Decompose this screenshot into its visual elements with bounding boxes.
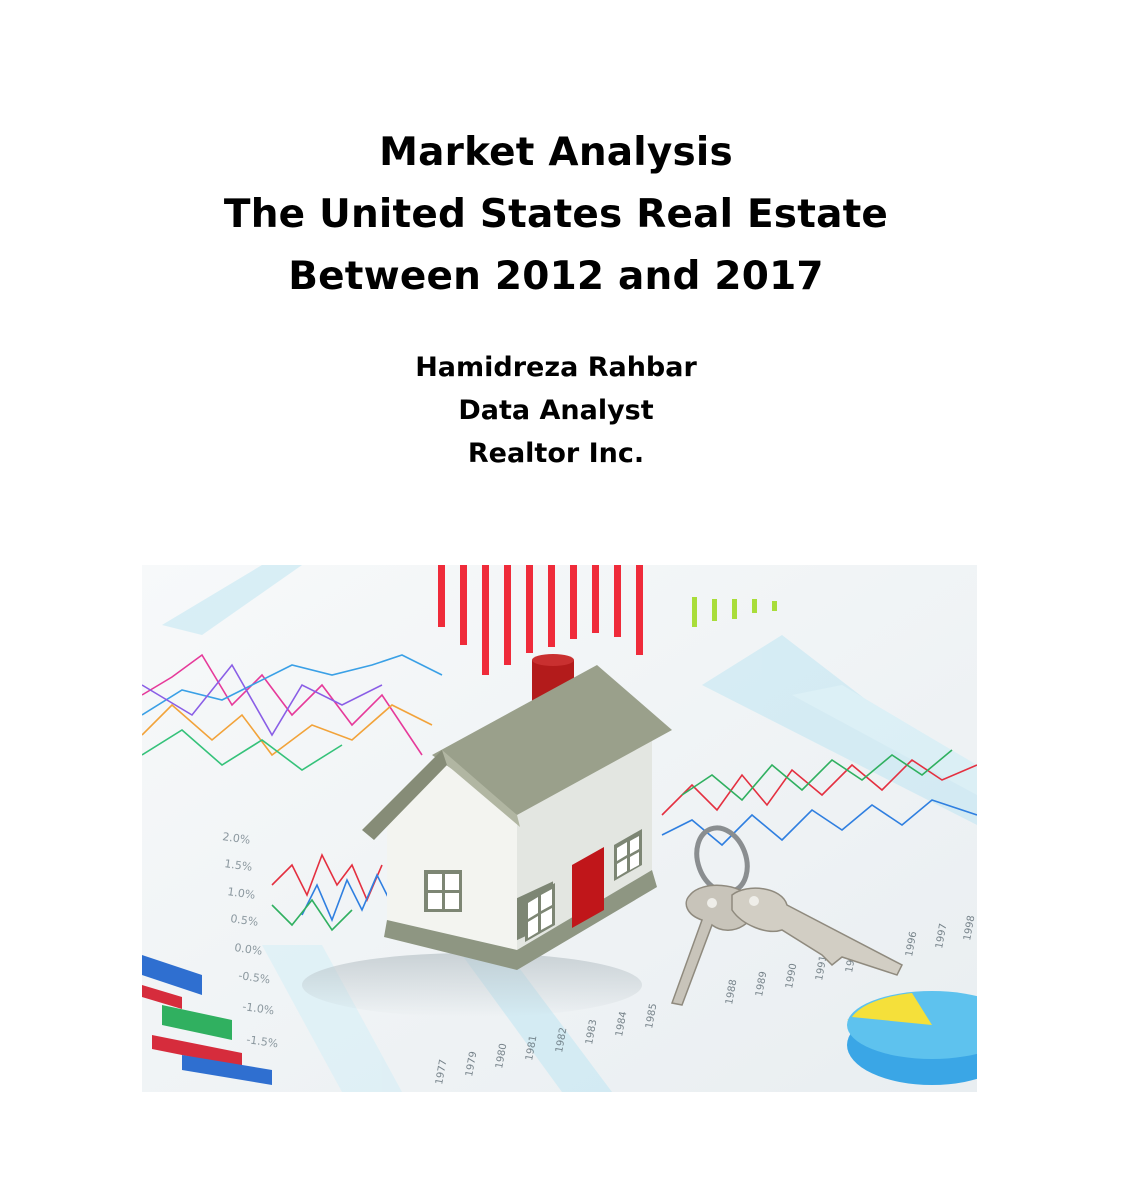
document-title: Market Analysis The United States Real E… xyxy=(0,122,1112,308)
svg-text:1985: 1985 xyxy=(644,1003,659,1030)
svg-text:-1.0%: -1.0% xyxy=(242,1000,275,1017)
cover-image: 2.0% 1.5% 1.0% 0.5% 0.0% -0.5% -1.0% -1.… xyxy=(142,565,977,1092)
svg-text:0.5%: 0.5% xyxy=(230,912,259,929)
window-panes xyxy=(428,874,459,909)
house-model xyxy=(362,654,672,970)
keys-blades xyxy=(670,884,904,1006)
author-info: Hamidreza Rahbar Data Analyst Realtor In… xyxy=(0,346,1112,475)
svg-text:1.0%: 1.0% xyxy=(227,885,256,902)
axis-scribbles: 2.0% 1.5% 1.0% 0.5% 0.0% -0.5% -1.0% -1.… xyxy=(222,830,279,1050)
svg-text:1979: 1979 xyxy=(464,1051,479,1078)
author-company: Realtor Inc. xyxy=(467,438,645,469)
pie-chart xyxy=(847,991,977,1085)
svg-text:1983: 1983 xyxy=(584,1019,599,1046)
author-role: Data Analyst xyxy=(458,395,654,426)
front-door xyxy=(572,847,604,928)
line-chart-left xyxy=(142,653,443,771)
svg-text:1997: 1997 xyxy=(934,923,949,950)
svg-text:1988: 1988 xyxy=(724,979,739,1006)
svg-text:-0.5%: -0.5% xyxy=(238,969,271,986)
svg-text:1982: 1982 xyxy=(554,1027,569,1054)
svg-text:0.0%: 0.0% xyxy=(234,941,263,958)
svg-text:1996: 1996 xyxy=(904,931,919,958)
house-charts-illustration: 2.0% 1.5% 1.0% 0.5% 0.0% -0.5% -1.0% -1.… xyxy=(142,565,977,1092)
svg-text:1981: 1981 xyxy=(524,1035,539,1062)
year-ticks: 1977 1979 1980 1981 1982 1983 1984 1985 … xyxy=(434,915,977,1086)
line-chart-middle xyxy=(271,749,977,932)
svg-text:1990: 1990 xyxy=(784,963,799,990)
svg-text:1998: 1998 xyxy=(962,915,977,942)
title-line-1: Market Analysis xyxy=(379,130,733,175)
title-line-2: The United States Real Estate xyxy=(223,192,889,237)
red-bar-chart xyxy=(438,565,643,675)
author-name: Hamidreza Rahbar xyxy=(415,352,697,383)
svg-text:2.0%: 2.0% xyxy=(222,830,251,847)
title-line-3: Between 2012 and 2017 xyxy=(288,254,824,299)
svg-text:1989: 1989 xyxy=(754,971,769,998)
svg-text:1991: 1991 xyxy=(814,955,829,982)
svg-text:1980: 1980 xyxy=(494,1043,509,1070)
svg-text:-1.5%: -1.5% xyxy=(246,1033,279,1050)
svg-text:1984: 1984 xyxy=(614,1011,629,1038)
house-shadow xyxy=(302,953,642,1017)
svg-text:1.5%: 1.5% xyxy=(224,857,253,874)
svg-text:1977: 1977 xyxy=(434,1059,449,1086)
green-bar-chart xyxy=(692,597,777,627)
stacked-3d-bars xyxy=(142,955,272,1085)
